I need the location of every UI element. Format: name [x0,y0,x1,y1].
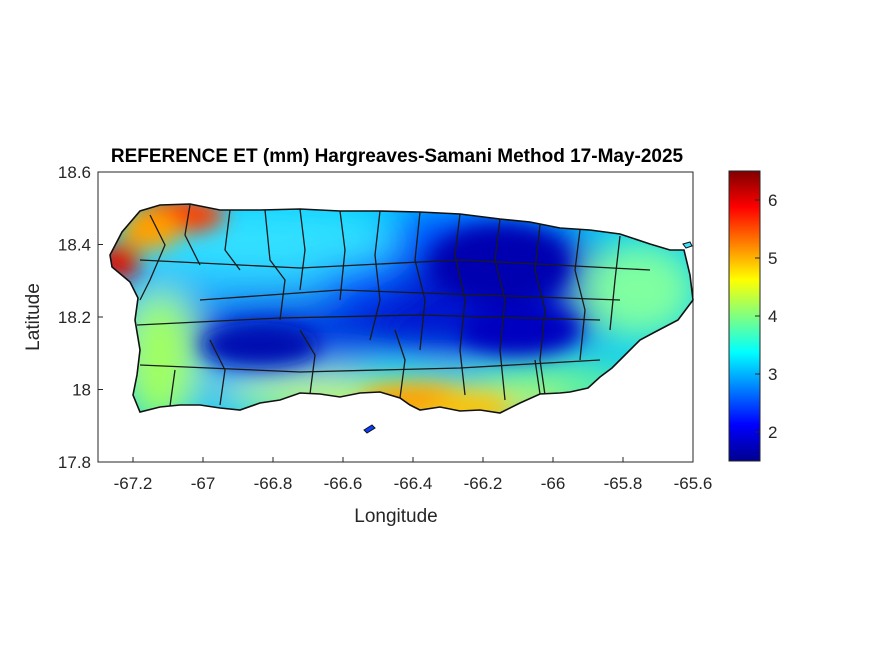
y-tick-label: 18.4 [58,236,91,255]
x-tick-label: -67.2 [114,474,153,493]
x-axis-label: Longitude [354,506,437,527]
x-tick-label: -66.8 [254,474,293,493]
x-tick-label: -66.6 [324,474,363,493]
x-tick-label: -66.4 [394,474,433,493]
small-island [363,424,376,434]
y-tick-label: 17.8 [58,453,91,472]
island-outline [109,203,694,414]
x-tick-label: -65.8 [604,474,643,493]
x-axis: -67.2 -67 -66.8 -66.6 -66.4 -66.2 -66 -65.8 -65.… [114,457,713,493]
y-tick-label: 18.2 [58,308,91,327]
x-tick-label: -66.2 [464,474,503,493]
x-tick-label: -66 [541,474,566,493]
colorbar-tick-label: 2 [768,423,777,442]
y-tick-label: 18 [72,381,91,400]
y-axis-label: Latitude [23,283,44,351]
colorbar-tick-label: 3 [768,365,777,384]
y-axis: 17.8 18 18.2 18.4 18.6 [58,163,103,472]
colorbar-tick-label: 5 [768,249,777,268]
x-tick-label: -67 [191,474,216,493]
map-title: REFERENCE ET (mm) Hargreaves-Samani Meth… [111,146,684,167]
municipal-boundaries [136,204,651,407]
y-tick-label: 18.6 [58,163,91,182]
colorbar-tick-label: 6 [768,191,777,210]
x-tick-label: -65.6 [674,474,713,493]
colorbar [728,170,761,462]
colorbar-tick-label: 4 [768,307,777,326]
colorbar-ticks: 2 3 4 5 6 [755,191,777,442]
east-islets [682,241,693,249]
